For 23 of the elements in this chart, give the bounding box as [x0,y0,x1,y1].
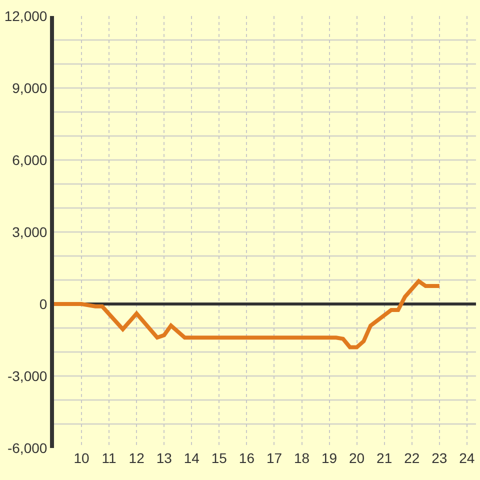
x-tick-label: 14 [184,450,200,466]
y-tick-label: -3,000 [7,368,48,384]
x-tick-label: 21 [376,450,392,466]
y-tick-label: 12,000 [4,8,48,24]
x-tick-label: 12 [128,450,145,466]
x-tick-label: 18 [294,450,310,466]
y-tick-label: -6,000 [7,440,48,456]
y-tick-label: 6,000 [12,152,48,168]
x-tick-label: 20 [349,450,365,466]
x-tick-label: 19 [321,450,338,466]
x-tick-label: 11 [102,450,117,466]
y-tick-label: 0 [39,296,48,312]
y-tick-label: 9,000 [12,80,48,96]
x-tick-label: 15 [211,450,228,466]
x-tick-label: 24 [459,450,475,466]
x-tick-label: 23 [432,450,448,466]
y-tick-label: 3,000 [12,224,48,240]
x-tick-label: 22 [404,450,420,466]
x-tick-label: 10 [74,450,90,466]
x-tick-label: 17 [266,450,282,466]
line-series [54,279,442,350]
x-tick-label: 16 [238,450,255,466]
x-tick-label: 13 [156,450,172,466]
